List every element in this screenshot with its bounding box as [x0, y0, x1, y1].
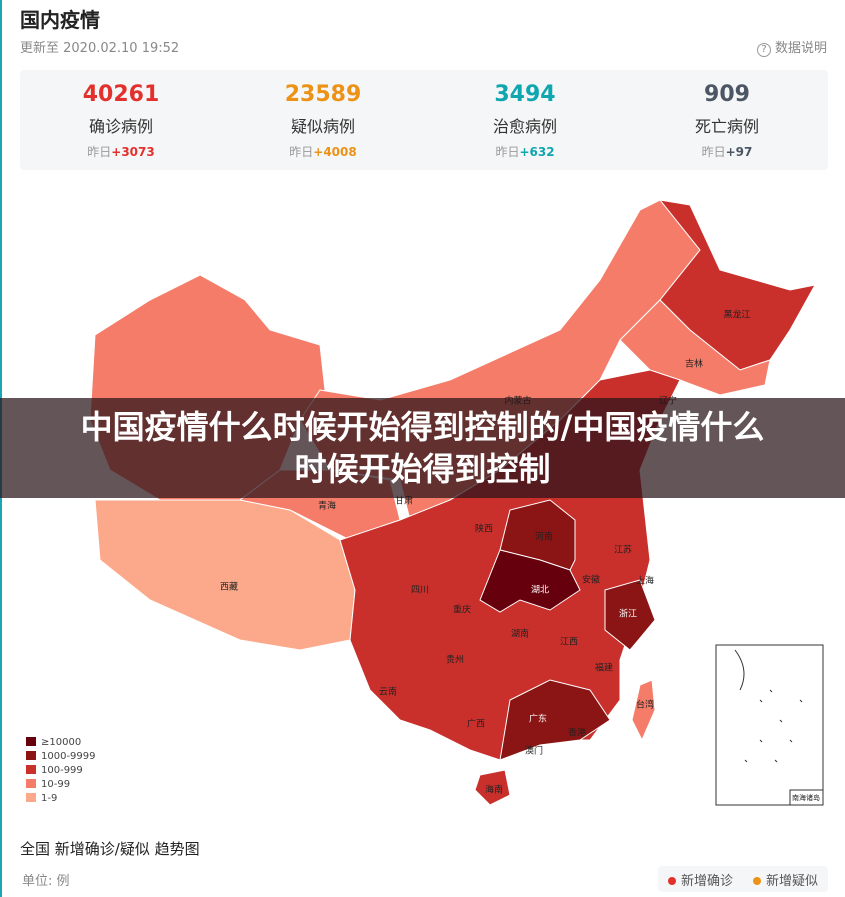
inset-label-box — [789, 789, 824, 806]
province-label: 湖北 — [531, 585, 549, 596]
region — [604, 579, 656, 651]
province-label: 福建 — [595, 662, 613, 674]
province-label: 四川 — [411, 586, 429, 596]
page-title: 国内疫情 — [20, 8, 100, 32]
prev-label: 昨日 — [87, 145, 112, 159]
legend-swatch — [26, 737, 36, 746]
province-label: 江苏 — [614, 544, 632, 556]
map-legend: ≥10000 1000-9999 100-999 10-99 1-9 — [26, 737, 96, 804]
province-label: 青海 — [318, 500, 336, 512]
overlay-banner: 中国疫情什么时候开始得到控制的/中国疫情什么时候开始得到控制 — [0, 398, 845, 498]
region — [474, 769, 511, 806]
help-link[interactable]: ? 数据说明 — [756, 37, 827, 57]
province-label: 江西 — [560, 637, 578, 648]
province-label: 台湾 — [636, 699, 654, 711]
province-label: 广东 — [529, 713, 547, 725]
stat-value: 3494 — [494, 82, 556, 107]
legend-text[interactable]: 新增疑似 — [765, 873, 818, 889]
stat-delta: +3073 — [111, 145, 155, 159]
stat-value: 23589 — [284, 82, 362, 107]
legend-swatch — [26, 793, 36, 802]
legend-label: 100-999 — [41, 765, 83, 776]
legend-dot — [667, 876, 676, 885]
stat-label: 疑似病例 — [290, 117, 355, 136]
inset: 南海诸岛 — [715, 644, 824, 806]
inset-islands — [734, 649, 803, 763]
stat-label: 确诊病例 — [88, 117, 153, 136]
legend-label: 10-99 — [41, 779, 70, 790]
legend-swatch — [26, 765, 36, 774]
stat-delta: +97 — [725, 145, 753, 159]
province-label: 浙江 — [619, 608, 637, 620]
region — [499, 679, 611, 761]
stat-value: 40261 — [82, 82, 160, 107]
stat-value: 909 — [704, 82, 750, 107]
stat-prev: 昨日+3073 — [20, 143, 222, 160]
trend-legend: 新增确诊 新增疑似 — [658, 866, 828, 892]
stat-card: 3494 治愈病例 昨日+632 — [424, 70, 626, 170]
province-label: 河南 — [535, 531, 553, 543]
stat-card: 909 死亡病例 昨日+97 — [626, 70, 828, 170]
region — [631, 679, 656, 742]
stat-delta: +4008 — [313, 145, 357, 159]
province-label: 上海 — [636, 575, 654, 587]
legend-label: ≥10000 — [41, 737, 81, 748]
stat-card: 23589 疑似病例 昨日+4008 — [222, 70, 424, 170]
stat-prev: 昨日+4008 — [222, 143, 424, 160]
prev-label: 昨日 — [701, 145, 726, 159]
province-label: 陕西 — [475, 523, 493, 535]
stat-prev: 昨日+632 — [424, 143, 626, 160]
prev-label: 昨日 — [495, 145, 520, 159]
legend-item[interactable]: 新增疑似 — [752, 870, 818, 889]
help-icon: ? — [756, 43, 771, 57]
province-label: 海南 — [485, 784, 503, 796]
stat-label: 治愈病例 — [492, 117, 557, 136]
province-label: 安徽 — [582, 574, 600, 586]
inset-label: 南海诸岛 — [792, 793, 820, 802]
help-text[interactable]: 数据说明 — [774, 41, 827, 56]
stat-card: 40261 确诊病例 昨日+3073 — [20, 70, 222, 170]
province-label: 西藏 — [220, 581, 238, 593]
trend-unit: 单位: 例 — [22, 874, 70, 889]
stat-delta: +632 — [519, 145, 555, 159]
legend-label: 1-9 — [41, 793, 57, 804]
stat-prev: 昨日+97 — [626, 143, 828, 160]
legend-swatch — [26, 751, 36, 760]
legend-swatch — [26, 779, 36, 788]
stats-panel: 40261 确诊病例 昨日+3073 23589 疑似病例 昨日+4008 34… — [20, 70, 828, 170]
stat-label: 死亡病例 — [694, 117, 759, 136]
province-label: 重庆 — [453, 604, 471, 616]
trend-title: 全国 新增确诊/疑似 趋势图 — [20, 840, 200, 858]
region — [658, 199, 816, 371]
province-label: 香港 — [568, 727, 586, 739]
province-label: 湖南 — [511, 628, 529, 640]
province-label: 云南 — [379, 686, 397, 698]
province-label: 吉林 — [685, 358, 703, 370]
update-time: 更新至 2020.02.10 19:52 — [20, 41, 180, 56]
province-shapes — [89, 199, 816, 806]
banner-text: 中国疫情什么时候开始得到控制的/中国疫情什么时候开始得到控制 — [80, 408, 765, 488]
region — [479, 549, 581, 613]
province-label: 澳门 — [525, 745, 543, 757]
province-label: 贵州 — [446, 654, 464, 666]
province-label: 黑龙江 — [723, 309, 750, 321]
legend-text[interactable]: 新增确诊 — [680, 873, 733, 889]
province-label: 广西 — [467, 718, 485, 730]
legend-dot — [752, 876, 761, 885]
legend-item[interactable]: 新增确诊 — [667, 870, 733, 889]
inset-frame — [715, 644, 824, 806]
prev-label: 昨日 — [289, 145, 314, 159]
legend-label: 1000-9999 — [41, 751, 96, 762]
region — [619, 299, 771, 396]
